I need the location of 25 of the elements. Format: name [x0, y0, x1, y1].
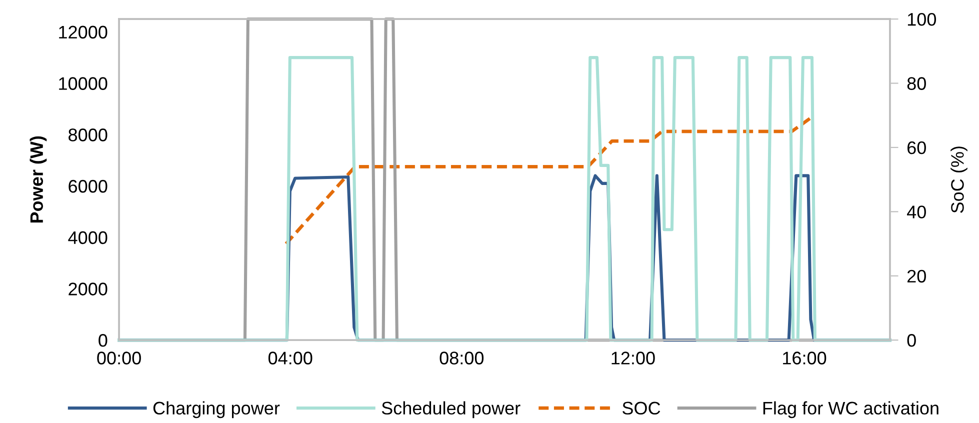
y-tick-label: 10000 [59, 77, 108, 90]
y2-axis-title: SoC (%) [950, 146, 968, 213]
y2-tick-label: 80 [907, 77, 926, 90]
legend-label: Charging power [153, 401, 280, 418]
x-tick-label: 00:00 [97, 352, 141, 364]
y2-tick-label: 0 [907, 334, 916, 347]
y2-tick-label: 100 [908, 12, 936, 26]
y2-tick-label: 20 [907, 270, 926, 283]
x-tick-label: 16:00 [783, 352, 826, 364]
legend-label: Flag for WC activation [763, 401, 938, 418]
y-axis-title: Power (W) [30, 136, 47, 222]
y-tick-label: 6000 [68, 180, 108, 193]
x-tick-label: 12:00 [612, 352, 655, 364]
x-tick-label: 04:00 [268, 352, 312, 364]
y2-tick-label: 60 [907, 141, 926, 154]
y-tick-label: 0 [98, 334, 108, 347]
legend-label: Scheduled power [382, 401, 520, 418]
legend-label: SOC [622, 402, 660, 415]
x-tick-label: 08:00 [440, 352, 484, 364]
y-tick-label: 4000 [68, 231, 108, 244]
y-tick-label: 12000 [59, 26, 108, 39]
y-tick-label: 8000 [68, 128, 108, 142]
y2-tick-label: 40 [906, 206, 926, 218]
y-tick-label: 2000 [68, 282, 108, 296]
line-series [284, 116, 812, 246]
